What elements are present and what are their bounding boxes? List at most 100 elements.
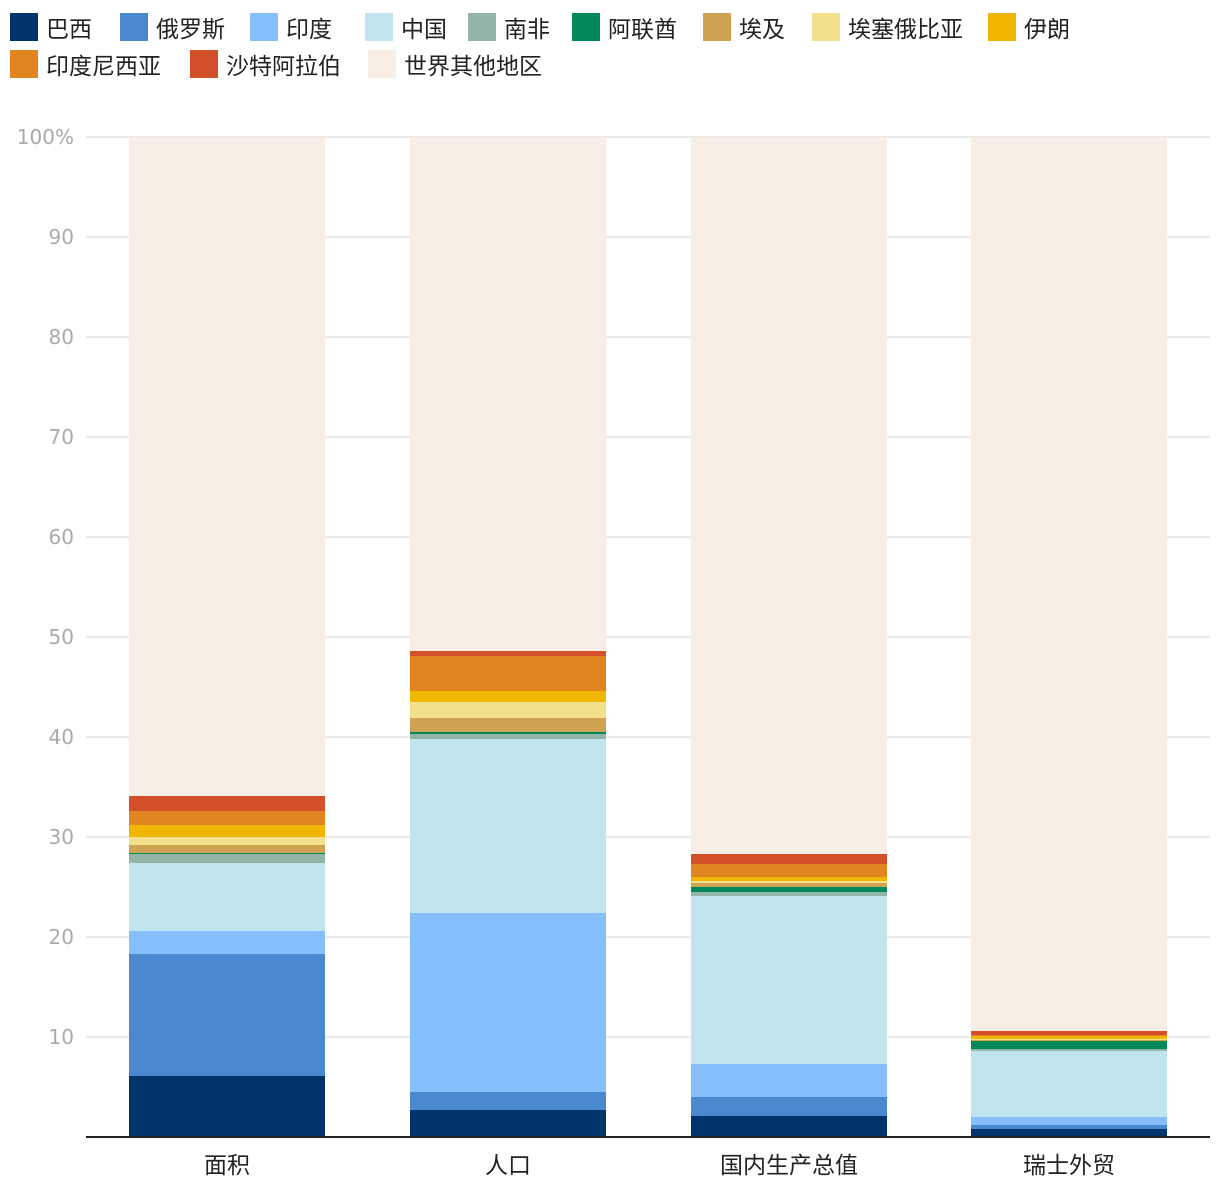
- legend-swatch: [120, 13, 148, 41]
- bar-segment: [971, 1039, 1167, 1040]
- x-category-label: 国内生产总值: [720, 1153, 858, 1179]
- bar-segment: [691, 1097, 887, 1116]
- bar-segment: [971, 1041, 1167, 1049]
- bar-segment: [971, 1051, 1167, 1117]
- y-tick-label: 100%: [17, 125, 74, 149]
- legend-label: 中国: [401, 17, 447, 43]
- bar-segment: [971, 1125, 1167, 1129]
- bar-segment: [129, 845, 325, 853]
- legend-item: 印度: [250, 12, 332, 43]
- y-tick-label: 70: [49, 425, 74, 449]
- bar-segment: [129, 796, 325, 811]
- bar-segment: [410, 739, 606, 913]
- legend-swatch: [190, 50, 218, 78]
- bar-segment: [129, 863, 325, 931]
- y-tick-label: 30: [49, 825, 74, 849]
- legend-swatch: [368, 50, 396, 78]
- bar-segment: [691, 883, 887, 887]
- legend-item: 中国: [365, 12, 447, 43]
- bar-segment: [129, 1076, 325, 1137]
- bar-segment: [410, 718, 606, 732]
- legend-swatch: [250, 13, 278, 41]
- bar-segment: [691, 854, 887, 864]
- bar-segment: [971, 1049, 1167, 1051]
- legend-item: 巴西: [10, 12, 92, 43]
- bar-segment: [410, 1092, 606, 1110]
- bar-segment: [129, 954, 325, 1076]
- y-tick-label: 60: [49, 525, 74, 549]
- legend-swatch: [572, 13, 600, 41]
- bar-segment: [971, 137, 1167, 1031]
- bar-segment: [971, 1036, 1167, 1039]
- x-category-label: 面积: [204, 1153, 250, 1179]
- bar-segment: [691, 877, 887, 881]
- legend-label: 印度: [286, 17, 332, 43]
- legend-item: 南非: [468, 12, 550, 43]
- axis-labels: 10 20 30 40 50 60 70 80 90 100% 面积 人口 国内生产总值 瑞士外贸: [17, 125, 1115, 1179]
- legend-swatch: [10, 13, 38, 41]
- bar-segment: [129, 137, 325, 796]
- legend-item: 沙特阿拉伯: [190, 49, 341, 80]
- bar-segment: [410, 702, 606, 718]
- bar-segment: [971, 1031, 1167, 1035]
- bar-segments: [129, 137, 1167, 1137]
- legend-item: 阿联酋: [572, 12, 677, 43]
- x-category-label: 瑞士外贸: [1023, 1153, 1115, 1179]
- bar-segment: [129, 811, 325, 825]
- y-tick-label: 20: [49, 925, 74, 949]
- bar-segment: [410, 651, 606, 656]
- legend-label: 世界其他地区: [404, 54, 542, 80]
- legend-label: 南非: [504, 17, 550, 43]
- bar-segment: [410, 1110, 606, 1137]
- bar-segment: [129, 931, 325, 954]
- bar-segment: [691, 896, 887, 1064]
- legend-swatch: [10, 50, 38, 78]
- bar-segment: [410, 732, 606, 734]
- legend-item: 世界其他地区: [368, 49, 542, 80]
- legend-item: 埃及: [703, 12, 785, 43]
- bar-segment: [410, 734, 606, 739]
- bar-segment: [691, 137, 887, 854]
- legend-swatch: [703, 13, 731, 41]
- bar-segment: [129, 853, 325, 854]
- legend-label: 埃及: [739, 17, 785, 43]
- legend-label: 埃塞俄比亚: [848, 17, 963, 43]
- y-tick-label: 50: [49, 625, 74, 649]
- legend-label: 阿联酋: [608, 17, 677, 43]
- y-tick-label: 80: [49, 325, 74, 349]
- x-category-label: 人口: [485, 1153, 531, 1179]
- bar-segment: [691, 892, 887, 896]
- bar-segment: [691, 887, 887, 892]
- legend-item: 伊朗: [988, 12, 1070, 43]
- legend-swatch: [365, 13, 393, 41]
- bar-segment: [410, 913, 606, 1092]
- bar-segment: [971, 1035, 1167, 1036]
- legend-swatch: [468, 13, 496, 41]
- bar-segment: [691, 864, 887, 877]
- bar-segment: [410, 137, 606, 651]
- legend-label: 俄罗斯: [156, 17, 225, 43]
- bar-segment: [971, 1129, 1167, 1137]
- bar-segment: [410, 691, 606, 702]
- bar-segment: [691, 1064, 887, 1097]
- legend-label: 印度尼西亚: [46, 54, 161, 80]
- bar-segment: [691, 1116, 887, 1137]
- legend-label: 沙特阿拉伯: [226, 54, 341, 80]
- bar-segment: [691, 881, 887, 883]
- bar-segment: [129, 837, 325, 845]
- bar-segment: [129, 854, 325, 863]
- legend-item: 埃塞俄比亚: [812, 12, 963, 43]
- legend-label: 伊朗: [1024, 17, 1070, 43]
- legend-swatch: [812, 13, 840, 41]
- bar-segment: [971, 1040, 1167, 1041]
- bar-segment: [129, 825, 325, 837]
- legend-item: 印度尼西亚: [10, 49, 161, 80]
- bar-segment: [410, 656, 606, 691]
- legend-item: 俄罗斯: [120, 12, 225, 43]
- legend-label: 巴西: [46, 17, 92, 43]
- bar-segment: [971, 1117, 1167, 1125]
- y-tick-label: 10: [49, 1025, 74, 1049]
- y-tick-label: 40: [49, 725, 74, 749]
- y-tick-label: 90: [49, 225, 74, 249]
